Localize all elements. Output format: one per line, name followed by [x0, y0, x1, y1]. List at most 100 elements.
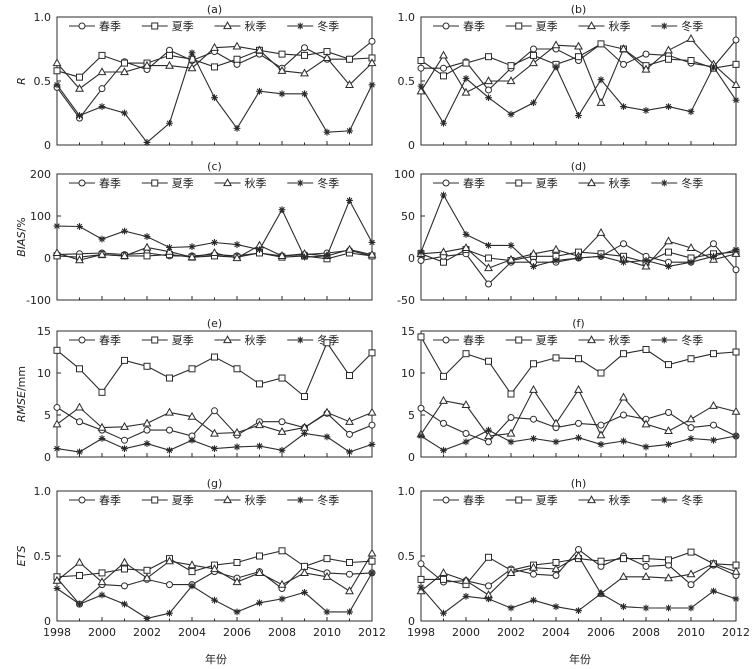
legend-marker — [78, 496, 86, 504]
data-point-shape — [301, 393, 308, 401]
data-point-shape — [322, 53, 332, 62]
data-point — [529, 248, 538, 257]
data-point — [642, 50, 650, 58]
legend-marker — [587, 335, 596, 344]
data-point — [233, 124, 241, 132]
data-point — [710, 436, 717, 444]
data-point — [552, 603, 560, 611]
data-point-shape — [121, 565, 128, 573]
data-point — [506, 568, 516, 576]
data-point — [278, 50, 286, 58]
data-point — [233, 559, 241, 566]
data-point — [417, 57, 425, 65]
data-point-shape — [166, 244, 173, 251]
data-point-shape — [187, 63, 197, 72]
data-point — [165, 407, 174, 416]
data-point — [367, 58, 377, 67]
data-point-shape — [440, 372, 447, 380]
data-point-shape — [256, 599, 263, 607]
data-point — [323, 339, 331, 347]
data-point — [255, 420, 264, 429]
data-point — [417, 404, 425, 412]
data-point-shape — [732, 432, 740, 440]
data-point — [731, 248, 741, 257]
data-point — [620, 103, 627, 110]
data-point — [367, 249, 377, 258]
data-point — [597, 76, 605, 84]
data-point-shape — [597, 441, 605, 448]
legend-marker-shape — [296, 179, 304, 187]
data-point-shape — [485, 582, 492, 590]
data-point-shape — [485, 86, 492, 94]
data-point — [166, 374, 173, 382]
data-point-shape — [530, 45, 537, 53]
data-point-shape — [165, 556, 174, 565]
data-point-shape — [687, 424, 695, 432]
data-point — [710, 240, 717, 248]
data-point-shape — [142, 573, 152, 582]
panel-a: (a) 0 0.5 1.0 R 春季 夏季 秋季 冬季 — [15, 3, 377, 152]
data-point-shape — [121, 582, 128, 590]
data-point — [143, 233, 151, 240]
data-point — [440, 64, 447, 72]
data-point — [211, 239, 218, 246]
data-point — [346, 448, 353, 456]
data-point — [439, 247, 448, 256]
y-tick-label: -100 — [26, 294, 51, 307]
data-point-shape — [346, 197, 353, 204]
data-point — [642, 555, 650, 563]
legend-marker-shape — [223, 335, 232, 344]
data-point-shape — [596, 227, 606, 236]
data-point-shape — [53, 222, 61, 230]
data-point-shape — [53, 346, 61, 354]
legend-label: 夏季 — [536, 177, 558, 190]
data-point-shape — [97, 67, 107, 76]
data-point — [417, 575, 425, 583]
data-point — [98, 51, 106, 59]
data-point-shape — [440, 609, 447, 617]
data-point-shape — [485, 553, 492, 561]
data-point-shape — [233, 443, 241, 451]
data-point — [75, 557, 84, 566]
data-point-shape — [120, 67, 129, 76]
data-point — [256, 380, 263, 388]
data-point — [97, 67, 107, 76]
y-tick-label: 100 — [394, 168, 415, 181]
data-point-shape — [256, 552, 263, 560]
data-point — [417, 583, 425, 591]
data-point — [368, 81, 376, 89]
legend-marker-shape — [223, 495, 232, 504]
data-point — [596, 227, 606, 236]
data-point — [301, 393, 308, 401]
data-point — [686, 33, 696, 42]
legend-marker-shape — [78, 22, 86, 30]
data-point — [97, 577, 107, 586]
data-point — [368, 569, 376, 577]
data-point — [530, 99, 537, 107]
data-point — [596, 430, 606, 439]
data-point-shape — [98, 103, 106, 110]
data-point-shape — [188, 436, 196, 444]
data-point — [574, 41, 583, 50]
data-point-shape — [440, 258, 447, 266]
data-point — [53, 445, 61, 452]
data-point-shape — [641, 261, 651, 270]
data-point — [665, 441, 672, 448]
data-point-shape — [76, 73, 83, 81]
data-point-shape — [461, 87, 471, 96]
data-point — [417, 257, 425, 265]
data-point — [732, 432, 740, 440]
data-point-shape — [323, 555, 331, 563]
data-point-shape — [346, 430, 353, 438]
data-point — [575, 53, 582, 61]
data-point — [551, 564, 561, 573]
data-point — [53, 222, 61, 230]
data-point — [597, 557, 605, 565]
data-point — [76, 418, 83, 426]
data-point-shape — [552, 354, 560, 362]
data-point — [165, 60, 174, 69]
data-point — [641, 571, 651, 580]
data-point-shape — [731, 248, 741, 257]
data-point — [710, 587, 717, 595]
data-point-shape — [687, 548, 695, 556]
